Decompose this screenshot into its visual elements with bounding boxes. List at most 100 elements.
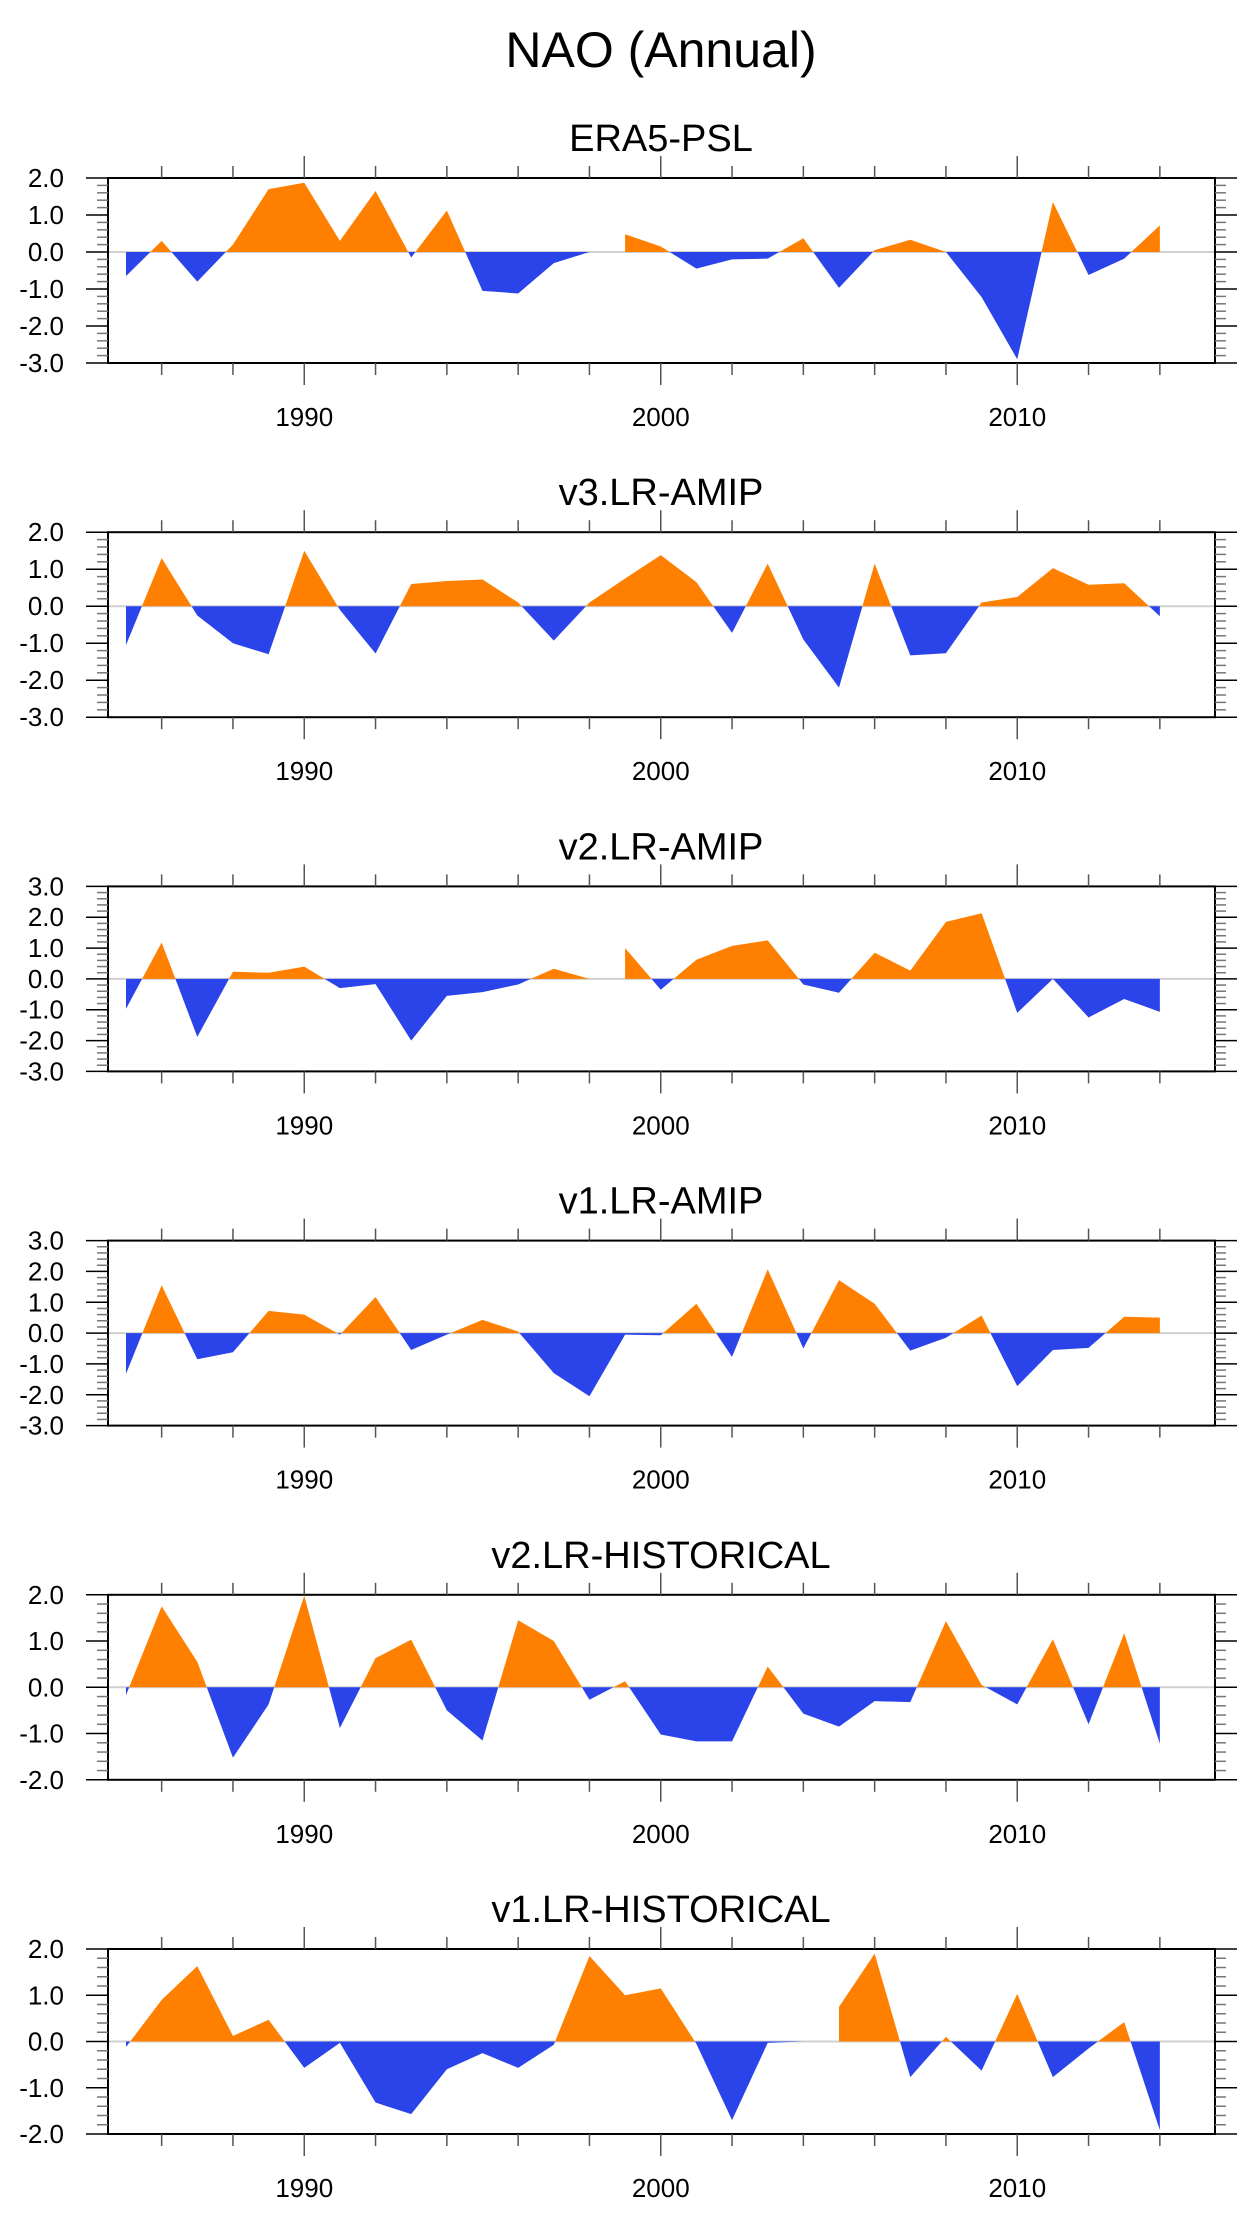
positive-area [1103,1633,1142,1688]
negative-area [465,252,590,294]
y-tick-label: -2.0 [19,2119,64,2149]
positive-area [225,182,409,252]
figure-title: NAO (Annual) [505,22,816,78]
x-tick-label: 2000 [632,1819,690,1849]
negative-area [798,978,852,993]
x-tick-label: 2010 [988,1819,1046,1849]
y-tick-label: 3.0 [28,871,64,901]
negative-area [1005,978,1053,1013]
y-tick-label: 2.0 [28,902,64,932]
positive-area [811,1280,897,1334]
y-tick-label: 2.0 [28,163,64,193]
negative-area [519,1333,664,1397]
y-tick-label: 0.0 [28,964,64,994]
negative-area [1073,1687,1104,1725]
positive-area [130,1966,285,2042]
x-tick-label: 2010 [988,756,1046,786]
y-tick-label: -3.0 [19,1411,64,1441]
positive-area [613,1681,630,1688]
positive-area [978,568,1150,607]
negative-area [896,1333,954,1351]
x-tick-label: 2010 [988,1110,1046,1140]
positive-area [415,210,466,252]
negative-area [945,252,1042,360]
positive-area [625,948,652,979]
negative-area [126,2041,131,2048]
x-tick-label: 2010 [988,1465,1046,1495]
panel-v2-lr-amip: v2.LR-AMIP 1990 2000 2010 3.02.01.00.0-1.0-2… [19,826,1237,1140]
y-tick-label: -3.0 [19,702,64,732]
negative-area [629,1687,758,1742]
y-tick-label: -2.0 [19,1765,64,1795]
positive-area [360,1639,436,1688]
y-tick-label: 2.0 [28,1256,64,1286]
positive-area [585,555,714,607]
panel-v1-lr-amip: v1.LR-AMIP 1990 2000 2010 3.02.01.00.0-1.0-2… [19,1181,1237,1495]
positive-area [555,1955,695,2042]
y-tick-label: 0.0 [28,2027,64,2057]
x-tick-label: 1990 [275,756,333,786]
y-tick-label: -1.0 [19,1719,64,1749]
negative-area [1130,2041,1160,2131]
negative-area [126,606,142,646]
positive-area [625,234,670,252]
y-tick-label: -1.0 [19,274,64,304]
negative-area [399,1333,451,1351]
y-tick-label: 0.0 [28,237,64,267]
y-tick-label: -1.0 [19,1349,64,1379]
y-tick-label: 1.0 [28,200,64,230]
y-tick-label: 3.0 [28,1226,64,1256]
positive-area [1026,1639,1074,1688]
positive-area [872,239,946,252]
y-tick-label: -1.0 [19,628,64,658]
y-tick-label: 1.0 [28,1626,64,1656]
negative-area [126,978,143,1009]
positive-area [745,563,788,607]
negative-area [990,1333,1106,1387]
negative-area [716,1333,742,1357]
y-tick-label: 1.0 [28,1287,64,1317]
positive-area [1105,1316,1160,1334]
negative-area [408,252,416,258]
panel-v3-lr-amip: v3.LR-AMIP 1990 2000 2010 2.0 1.0 0.0 -1.0 -2.0 -… [19,472,1237,786]
positive-area [941,2036,951,2042]
positive-area [779,238,814,252]
negative-area [337,1333,342,1335]
negative-area [328,1687,361,1728]
positive-area [129,1606,207,1688]
positive-area [285,550,338,607]
positive-area [953,1315,991,1334]
negative-area [985,1687,1027,1705]
y-tick-label: -2.0 [19,311,64,341]
negative-area [651,978,674,990]
positive-area [851,913,1006,979]
positive-area [757,1666,784,1688]
x-tick-label: 2000 [632,1465,690,1495]
x-tick-label: 1990 [275,1465,333,1495]
negative-area [1052,978,1160,1018]
negative-area [206,1687,275,1758]
panel-title: v1.LR-HISTORICAL [491,1889,830,1931]
negative-area [324,978,531,1041]
negative-area [1037,2041,1098,2078]
positive-area [150,240,172,252]
negative-area [126,1333,143,1374]
negative-area [669,252,780,269]
y-tick-label: 1.0 [28,1980,64,2010]
y-tick-label: -3.0 [19,1056,64,1086]
y-tick-label: 1.0 [28,933,64,963]
positive-area [995,1993,1038,2042]
positive-area [862,563,892,607]
positive-area [741,1269,797,1334]
x-tick-label: 1990 [275,402,333,432]
negative-area [787,606,863,688]
x-tick-label: 1990 [275,1110,333,1140]
negative-area [175,978,230,1037]
y-tick-label: 2.0 [28,1580,64,1610]
y-tick-label: 0.0 [28,1318,64,1348]
negative-area [126,252,151,277]
negative-area [191,606,286,655]
negative-area [1149,606,1160,617]
